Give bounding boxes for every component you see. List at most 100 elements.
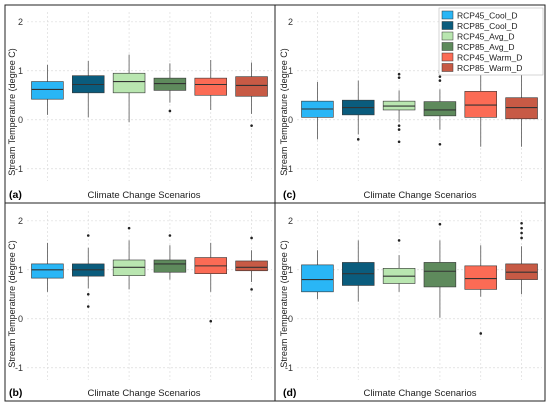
- legend-swatch: [441, 63, 454, 72]
- y-tick-label: 2: [18, 17, 23, 27]
- box-rcp85-cool-d: [72, 60, 105, 118]
- y-tick-label: -1: [285, 164, 293, 174]
- outlier-point: [86, 234, 90, 237]
- panel-frame: [4, 4, 276, 204]
- legend-entry: RCP85_Cool_D: [457, 21, 517, 31]
- y-tick-label: -1: [15, 164, 23, 174]
- outlier-point: [397, 239, 401, 242]
- box-rcp85-cool-d: [72, 234, 105, 308]
- y-tick-label: 2: [18, 216, 23, 226]
- outlier-point: [86, 305, 90, 308]
- box-rcp45-avg-d: [382, 239, 416, 292]
- box-iqr: [505, 97, 538, 120]
- legend-swatch: [441, 21, 454, 30]
- y-axis-label: Stream Temperature (degree C): [7, 48, 17, 175]
- legend-entry: RCP45_Warm_D: [457, 52, 522, 62]
- box-rcp85-avg-d: [153, 234, 187, 280]
- legend-entry: RCP45_Cool_D: [457, 10, 517, 20]
- box-iqr: [423, 101, 457, 117]
- box-rcp45-avg-d: [382, 72, 416, 144]
- y-tick-label: 2: [288, 216, 293, 226]
- y-tick-label: 1: [288, 265, 293, 275]
- legend-swatch: [441, 52, 454, 62]
- box-rcp85-warm-d: [235, 236, 268, 291]
- x-axis-label: Climate Change Scenarios: [363, 388, 476, 399]
- box-iqr: [235, 260, 268, 272]
- box-rcp45-cool-d: [31, 242, 64, 292]
- box-rcp45-warm-d: [194, 242, 227, 323]
- outlier-point: [520, 221, 523, 225]
- outlier-point: [250, 236, 253, 240]
- outlier-point: [86, 292, 90, 296]
- outlier-point: [438, 142, 442, 146]
- box-iqr: [464, 91, 497, 118]
- x-axis-label: Climate Change Scenarios: [363, 190, 476, 201]
- y-tick-label: 1: [18, 265, 23, 275]
- outlier-point: [397, 128, 401, 131]
- panel-a: Stream Temperature (degree C) Climate Ch…: [4, 4, 276, 204]
- legend-entry: RCP85_Avg_D: [457, 42, 515, 52]
- box-iqr: [153, 259, 187, 273]
- y-tick-label: -1: [285, 363, 293, 373]
- box-rcp45-warm-d: [464, 53, 497, 147]
- outlier-point: [397, 76, 401, 79]
- panel-d: Stream Temperature (degree C) Climate Ch…: [274, 202, 546, 402]
- box-iqr: [31, 81, 64, 100]
- x-axis-label: Climate Change Scenarios: [87, 388, 200, 399]
- panel-label: (a): [9, 189, 22, 201]
- panel-label: (d): [283, 387, 296, 399]
- outlier-point: [168, 109, 172, 113]
- outlier-point: [397, 72, 401, 76]
- outlier-point: [397, 140, 401, 144]
- outlier-point: [438, 75, 442, 78]
- y-tick-label: 0: [18, 314, 23, 324]
- panel-label: (c): [283, 189, 296, 201]
- outlier-point: [250, 288, 253, 291]
- panel-c: Stream Temperature (degree C) Climate Ch…: [274, 4, 546, 204]
- panel-frame: [274, 202, 546, 402]
- box-iqr: [153, 77, 187, 91]
- outlier-point: [397, 124, 401, 127]
- y-tick-label: 1: [18, 66, 23, 76]
- outlier-point: [209, 319, 213, 323]
- box-rcp85-avg-d: [423, 70, 457, 146]
- outlier-point: [520, 226, 523, 230]
- box-rcp85-cool-d: [342, 240, 375, 302]
- box-iqr: [194, 77, 227, 96]
- box-iqr: [423, 262, 457, 288]
- legend: RCP45_Cool_DRCP85_Cool_DRCP45_Avg_DRCP85…: [438, 7, 544, 76]
- box-rcp45-cool-d: [31, 64, 64, 115]
- legend-swatch: [441, 10, 454, 20]
- outlier-point: [438, 79, 442, 82]
- box-rcp85-avg-d: [153, 63, 187, 113]
- box-iqr: [112, 72, 146, 94]
- box-iqr: [301, 264, 334, 293]
- box-rcp45-avg-d: [112, 226, 146, 290]
- outlier-point: [479, 332, 483, 335]
- legend-entry: RCP45_Avg_D: [457, 31, 515, 41]
- panel-frame: [4, 202, 276, 402]
- y-tick-label: 0: [288, 314, 293, 324]
- outlier-point: [168, 234, 172, 237]
- y-tick-label: 2: [288, 17, 293, 27]
- y-axis-label: Stream Temperature (degree C): [279, 240, 289, 367]
- box-iqr: [235, 76, 268, 97]
- y-tick-label: -1: [15, 363, 23, 373]
- box-rcp85-warm-d: [505, 221, 538, 295]
- outlier-point: [356, 138, 360, 141]
- y-tick-label: 0: [288, 115, 293, 125]
- box-rcp85-avg-d: [423, 222, 457, 318]
- box-iqr: [464, 265, 497, 290]
- panel-b: Stream Temperature (degree C) Climate Ch…: [4, 202, 276, 402]
- outlier-point: [520, 231, 523, 235]
- y-axis-label: Stream Temperature (degree C): [7, 240, 17, 367]
- box-iqr: [31, 263, 64, 279]
- x-axis-label: Climate Change Scenarios: [87, 190, 200, 201]
- legend-entry: RCP85_Warm_D: [457, 63, 522, 73]
- panel-label: (b): [9, 387, 22, 399]
- outlier-point: [250, 124, 253, 127]
- y-tick-label: 1: [288, 66, 293, 76]
- outlier-point: [127, 226, 131, 230]
- box-rcp45-avg-d: [112, 54, 146, 123]
- box-rcp45-cool-d: [301, 250, 334, 300]
